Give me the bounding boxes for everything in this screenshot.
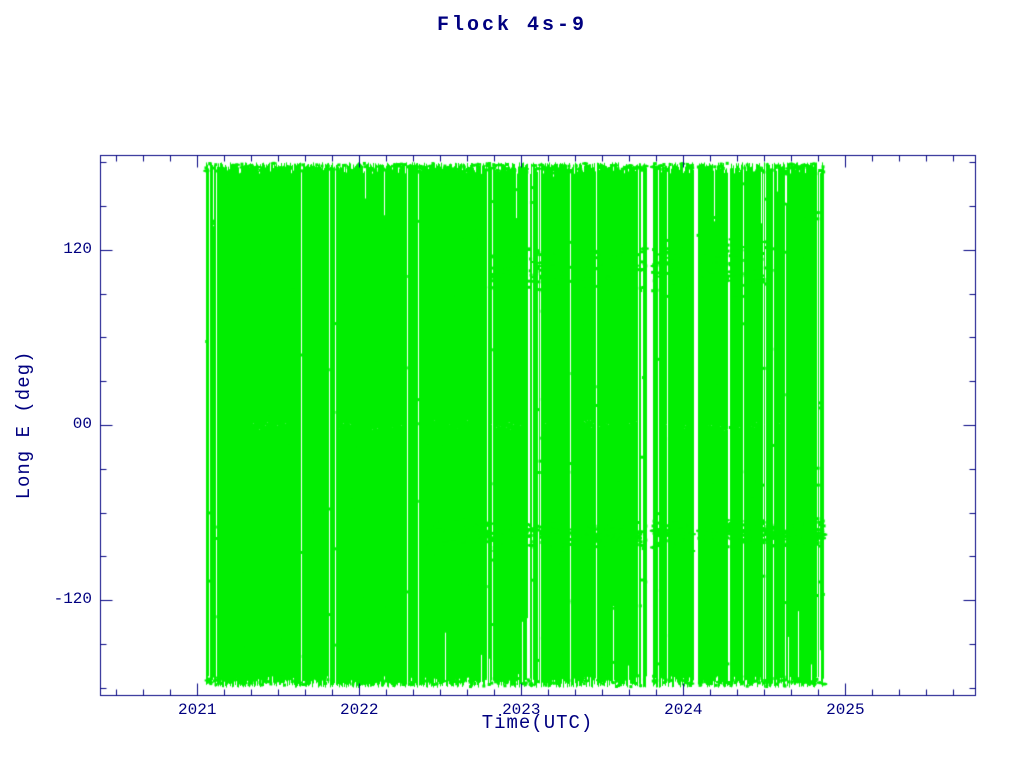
- x-axis-label: Time(UTC): [481, 712, 594, 734]
- x-tick-label: 2025: [826, 701, 865, 719]
- chart-title: Flock 4s-9: [436, 14, 588, 37]
- y-tick-label: 00: [72, 415, 92, 433]
- x-tick-label: 2022: [340, 701, 379, 719]
- y-tick-label: -120: [53, 590, 92, 609]
- x-tick-label: 2024: [664, 701, 703, 719]
- x-tick-label: 2023: [502, 701, 541, 719]
- y-tick-label: 120: [63, 239, 92, 258]
- x-tick-label: 2021: [178, 701, 217, 719]
